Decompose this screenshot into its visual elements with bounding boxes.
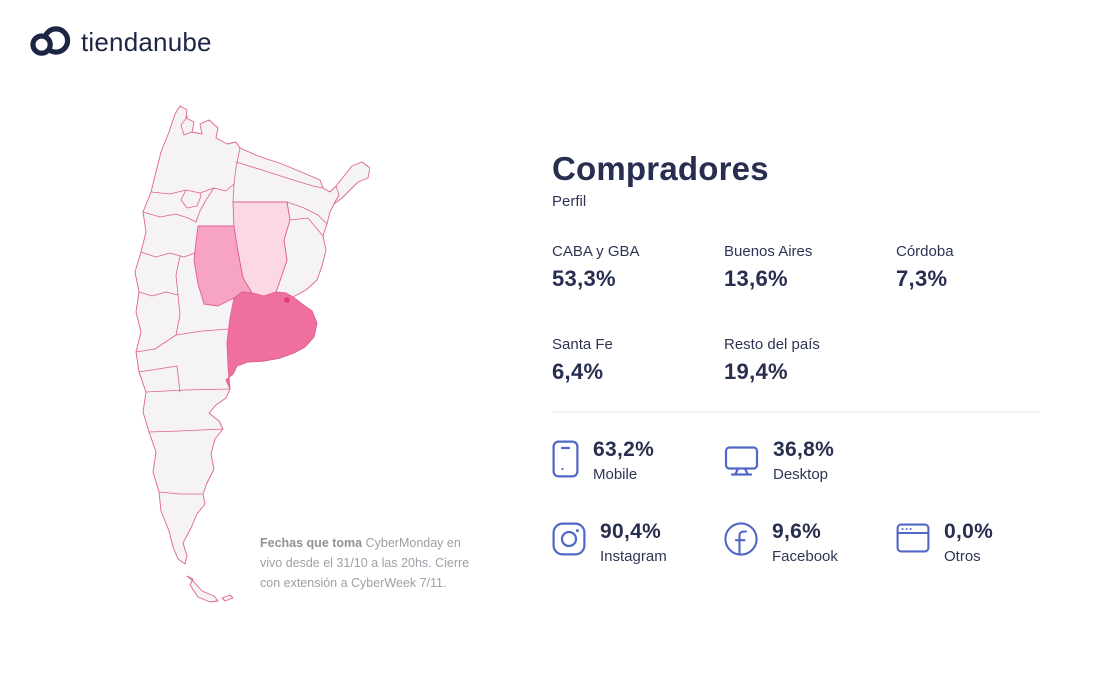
stat-value: 9,6% (772, 520, 822, 543)
stat-value: 13,6% (724, 266, 788, 291)
footnote-line-2: vivo desde el 31/10 a las 20hs. Cierre (260, 556, 470, 570)
facebook-icon (724, 522, 758, 556)
caba-dot (284, 297, 290, 303)
section-divider (552, 411, 1040, 413)
channel-stats-row: 90,4% Instagram 9,6% Facebook (552, 520, 1068, 565)
stat-value: 6,4% (552, 359, 604, 384)
stat-mobile: 63,2% Mobile (552, 438, 724, 483)
stat-buenos-aires: Buenos Aires 13,6% (724, 243, 896, 292)
instagram-icon (552, 522, 586, 556)
stat-label: Santa Fe (552, 336, 613, 353)
stat-label: Buenos Aires (724, 243, 813, 260)
stat-label: CABA y GBA (552, 243, 640, 260)
stat-value: 53,3% (552, 266, 616, 291)
province-tierra-del-fuego (186, 575, 219, 603)
stat-cordoba: Córdoba 7,3% (896, 243, 1068, 292)
isla-de-los-estados (221, 594, 234, 602)
stat-label: Instagram (600, 548, 667, 565)
device-stats-row: 63,2% Mobile 36,8% Desktop (552, 438, 1068, 483)
argentina-map (130, 100, 370, 620)
brand-logo: tiendanube (30, 25, 212, 59)
footnote-line-3: con extensión a CyberWeek 7/11. (260, 576, 447, 590)
browser-icon (896, 523, 930, 553)
brand-name: tiendanube (81, 26, 212, 57)
stat-label: Resto del país (724, 336, 820, 353)
stat-value: 63,2% (593, 438, 655, 461)
province-buenos-aires (225, 291, 318, 390)
stat-label: Mobile (593, 466, 638, 483)
stat-desktop: 36,8% Desktop (724, 438, 896, 483)
stat-caba-gba: CABA y GBA 53,3% (552, 243, 724, 292)
stat-value: 90,4% (600, 520, 662, 543)
stat-value: 19,4% (724, 359, 788, 384)
location-stats-row-1: CABA y GBA 53,3% Buenos Aires 13,6% Córd… (552, 243, 1068, 292)
stat-label: Desktop (773, 466, 829, 483)
stat-label: Facebook (772, 548, 838, 565)
province-cordoba (193, 225, 253, 307)
footnote-line-1: Fechas que toma CyberMonday en (260, 536, 461, 550)
stat-value: 0,0% (944, 520, 994, 543)
stat-label: Córdoba (896, 243, 954, 260)
mobile-icon (552, 440, 579, 478)
stat-resto-del-pais: Resto del país 19,4% (724, 336, 896, 385)
footnote: Fechas que toma CyberMonday en vivo desd… (260, 533, 490, 593)
stat-facebook: 9,6% Facebook (724, 520, 896, 565)
location-stats-row-2: Santa Fe 6,4% Resto del país 19,4% (552, 336, 1068, 385)
stat-santa-fe: Santa Fe 6,4% (552, 336, 724, 385)
stat-otros: 0,0% Otros (896, 520, 1068, 565)
tiendanube-cloud-icon (30, 26, 71, 56)
desktop-icon (724, 446, 759, 476)
stat-value: 7,3% (896, 266, 948, 291)
profile-panel: Compradores Perfil CABA y GBA 53,3% Buen… (552, 0, 1052, 688)
stat-label: Otros (944, 548, 981, 565)
page-title: Compradores (552, 150, 769, 187)
stat-value: 36,8% (773, 438, 835, 461)
stat-instagram: 90,4% Instagram (552, 520, 724, 565)
page-subtitle: Perfil (552, 193, 587, 210)
